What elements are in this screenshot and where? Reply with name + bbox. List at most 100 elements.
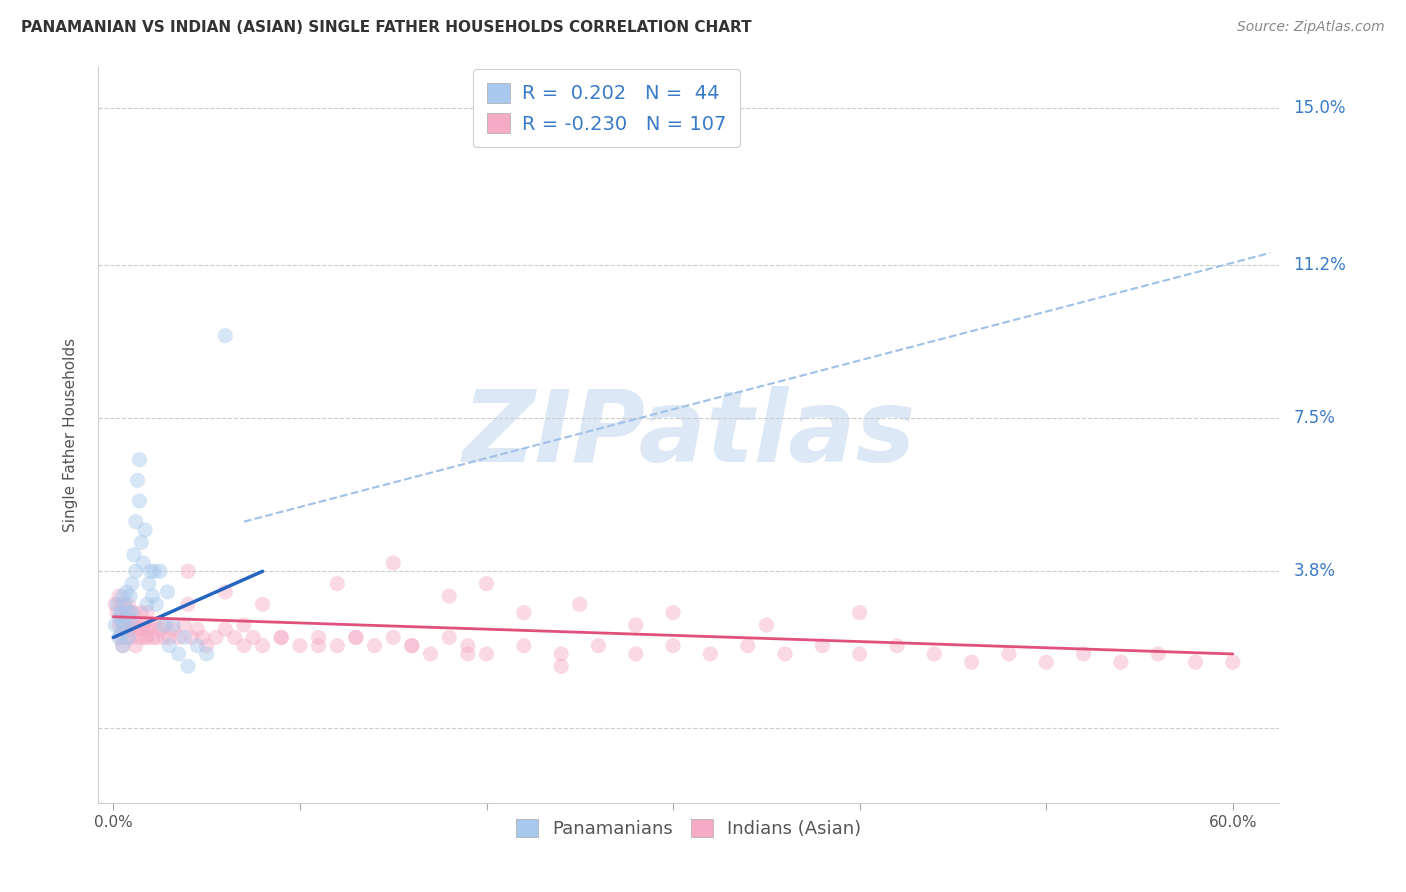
Point <box>363 639 385 653</box>
Point <box>145 598 167 612</box>
Point <box>998 647 1021 661</box>
Y-axis label: Single Father Households: Single Father Households <box>63 338 79 532</box>
Point <box>143 564 166 578</box>
Text: 11.2%: 11.2% <box>1294 256 1346 275</box>
Point <box>308 639 330 653</box>
Point <box>157 631 180 645</box>
Point <box>848 606 870 620</box>
Point <box>224 631 246 645</box>
Point <box>120 622 142 636</box>
Point <box>110 606 132 620</box>
Point <box>624 647 647 661</box>
Point <box>195 639 218 653</box>
Point <box>177 659 200 673</box>
Text: 7.5%: 7.5% <box>1294 409 1336 427</box>
Point <box>252 639 274 653</box>
Point <box>1109 655 1132 669</box>
Point <box>111 639 134 653</box>
Point <box>1035 655 1057 669</box>
Point <box>513 606 536 620</box>
Point <box>138 622 160 636</box>
Point <box>152 618 174 632</box>
Point <box>288 639 311 653</box>
Text: ZIPatlas: ZIPatlas <box>463 386 915 483</box>
Point <box>848 647 870 661</box>
Point <box>308 631 330 645</box>
Point <box>162 622 184 636</box>
Point <box>121 606 143 620</box>
Text: 3.8%: 3.8% <box>1294 562 1336 581</box>
Point <box>157 639 180 653</box>
Point <box>167 631 190 645</box>
Point <box>475 647 498 661</box>
Point <box>110 598 132 612</box>
Point <box>186 622 208 636</box>
Point <box>437 589 460 603</box>
Text: 15.0%: 15.0% <box>1294 99 1346 117</box>
Point <box>121 614 143 628</box>
Point <box>886 639 908 653</box>
Point <box>773 647 796 661</box>
Point <box>457 639 479 653</box>
Point <box>191 631 214 645</box>
Point <box>136 598 159 612</box>
Point <box>156 585 179 599</box>
Point <box>111 606 134 620</box>
Point <box>242 631 264 645</box>
Point <box>624 618 647 632</box>
Point <box>960 655 983 669</box>
Point <box>755 618 778 632</box>
Point <box>180 631 202 645</box>
Point <box>111 614 134 628</box>
Point <box>737 639 759 653</box>
Point <box>382 556 405 570</box>
Point <box>111 639 134 653</box>
Point <box>111 622 134 636</box>
Point <box>1073 647 1095 661</box>
Point <box>419 647 441 661</box>
Point <box>811 639 834 653</box>
Point <box>270 631 292 645</box>
Point <box>550 647 572 661</box>
Point <box>177 564 200 578</box>
Point <box>145 631 167 645</box>
Point <box>120 606 142 620</box>
Point <box>152 631 174 645</box>
Point <box>568 598 591 612</box>
Point <box>326 639 349 653</box>
Legend: Panamanians, Indians (Asian): Panamanians, Indians (Asian) <box>509 812 869 846</box>
Point <box>111 589 134 603</box>
Point <box>117 631 139 645</box>
Point <box>252 598 274 612</box>
Point <box>105 606 128 620</box>
Point <box>1147 647 1170 661</box>
Point <box>177 598 200 612</box>
Point <box>122 606 145 620</box>
Point <box>121 576 143 591</box>
Point <box>110 626 132 640</box>
Point <box>120 589 142 603</box>
Point <box>155 618 177 632</box>
Point <box>108 609 131 624</box>
Point <box>162 618 184 632</box>
Text: PANAMANIAN VS INDIAN (ASIAN) SINGLE FATHER HOUSEHOLDS CORRELATION CHART: PANAMANIAN VS INDIAN (ASIAN) SINGLE FATH… <box>21 20 752 35</box>
Point <box>138 576 160 591</box>
Point <box>699 647 721 661</box>
Point <box>134 631 156 645</box>
Point <box>125 639 148 653</box>
Point <box>149 622 172 636</box>
Point <box>131 622 153 636</box>
Point <box>127 473 149 487</box>
Point <box>662 639 685 653</box>
Point <box>128 494 150 508</box>
Point <box>588 639 610 653</box>
Point <box>141 631 163 645</box>
Point <box>108 618 131 632</box>
Point <box>344 631 367 645</box>
Point <box>105 598 128 612</box>
Point <box>186 639 208 653</box>
Point <box>437 631 460 645</box>
Point <box>120 614 142 628</box>
Point <box>270 631 292 645</box>
Point <box>110 614 132 628</box>
